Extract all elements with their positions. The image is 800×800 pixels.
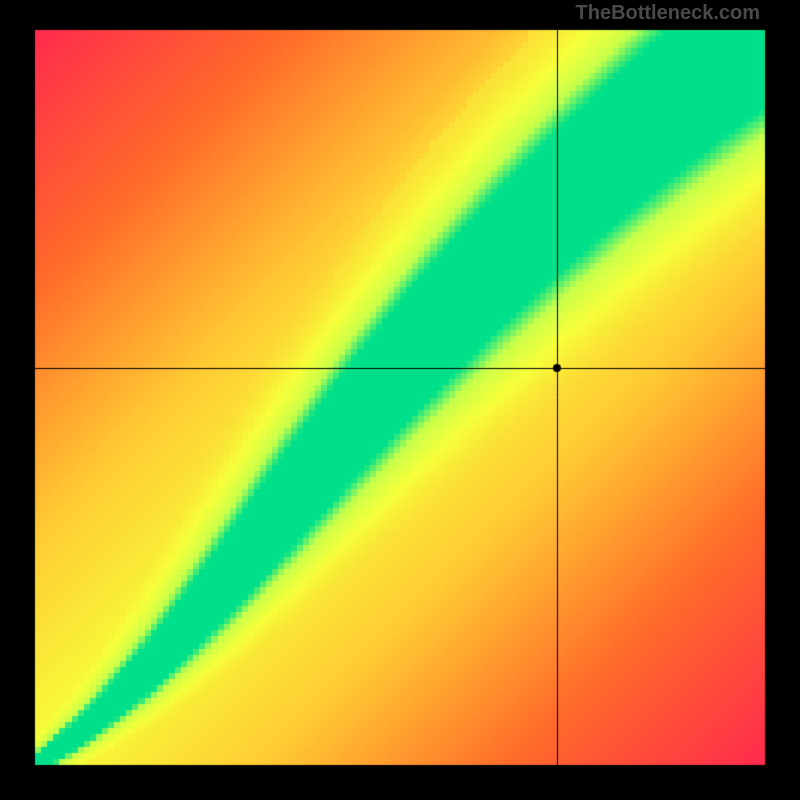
- bottleneck-heatmap: [0, 0, 800, 800]
- chart-container: { "attribution": { "text": "TheBottlenec…: [0, 0, 800, 800]
- attribution-text: TheBottleneck.com: [576, 2, 760, 25]
